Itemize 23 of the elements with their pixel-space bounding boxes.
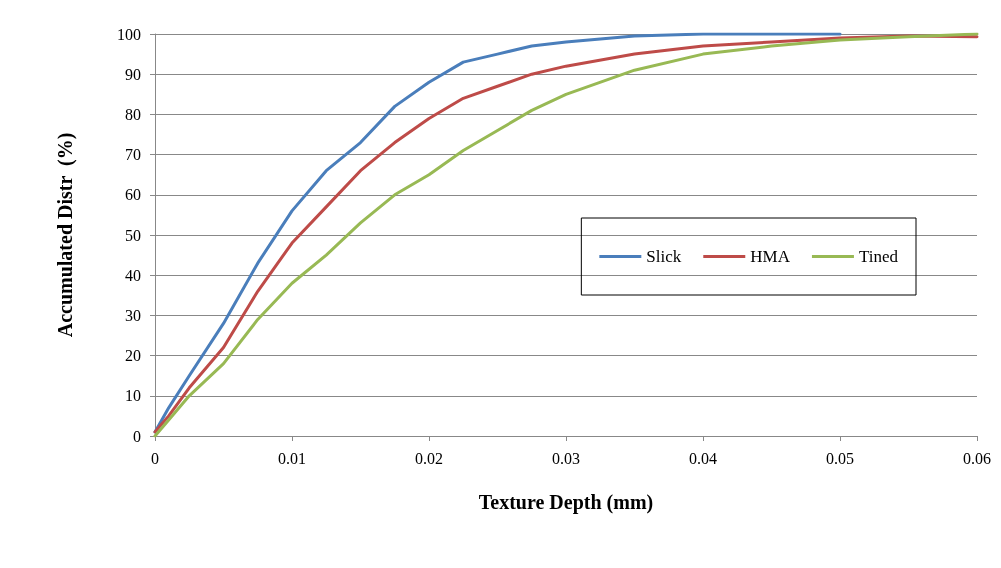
x-axis-title: Texture Depth (mm) <box>478 491 654 514</box>
x-tick-label: 0 <box>151 449 159 467</box>
y-tick-label: 60 <box>125 186 141 204</box>
x-tick-label: 0.01 <box>278 449 306 467</box>
legend-label: Slick <box>646 247 682 266</box>
y-tick-label: 90 <box>125 65 141 83</box>
y-tick-label: 50 <box>125 226 141 244</box>
y-tick-label: 40 <box>125 266 141 284</box>
x-tick-label: 0.02 <box>415 449 443 467</box>
x-tick-label: 0.04 <box>689 449 717 467</box>
y-tick-label: 100 <box>117 25 141 43</box>
x-tick-label: 0.05 <box>826 449 854 467</box>
y-axis-title: Accumulated Distr (%) <box>54 132 77 338</box>
x-tick-label: 0.03 <box>552 449 580 467</box>
legend-label: Tined <box>858 247 899 266</box>
y-tick-label: 70 <box>125 146 141 164</box>
x-tick-label: 0.06 <box>963 449 991 467</box>
y-tick-label: 30 <box>125 306 141 324</box>
y-tick-label: 80 <box>125 105 141 123</box>
y-tick-label: 0 <box>133 427 141 445</box>
legend-label: HMA <box>750 247 791 266</box>
y-tick-label: 20 <box>125 347 141 365</box>
y-tick-label: 10 <box>125 387 141 405</box>
